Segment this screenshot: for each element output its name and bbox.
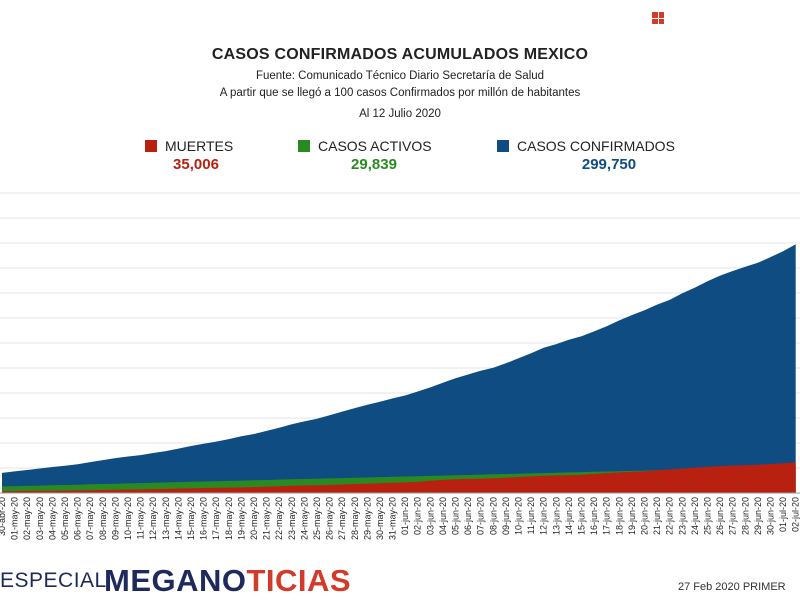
x-tick-label: 04-jun-20 — [438, 497, 448, 535]
footer-bar: ESPECIAL MEGANOTICIAS 27 Feb 2020 PRIMER — [0, 562, 800, 600]
x-tick-label: 31-may-20 — [388, 497, 398, 540]
x-tick-label: 27-may-20 — [337, 497, 347, 540]
x-tick-label: 05-jun-20 — [451, 497, 461, 535]
legend-item-casos-confirmados: CASOS CONFIRMADOS — [497, 138, 675, 154]
footer-ticker: 27 Feb 2020 PRIMER — [678, 581, 786, 593]
x-tick-label: 30-may-20 — [375, 497, 385, 540]
x-tick-label: 09-may-20 — [110, 497, 120, 540]
x-tick-label: 02-may-20 — [22, 497, 32, 540]
x-tick-label: 09-jun-20 — [501, 497, 511, 535]
x-tick-label: 06-jun-20 — [463, 497, 473, 535]
chart-header: CASOS CONFIRMADOS ACUMULADOS MEXICO Fuen… — [0, 46, 800, 120]
x-tick-label: 02-jun-20 — [413, 497, 423, 535]
x-tick-label: 02-jul-20 — [791, 497, 800, 532]
series-area-casos-confirmados — [2, 244, 796, 493]
area-chart: 30-abr-20 01-may-20 02-may-20 03-may-20 04-m… — [0, 192, 800, 540]
chart-title: CASOS CONFIRMADOS ACUMULADOS MEXICO — [211, 46, 589, 63]
chart-source: Fuente: Comunicado Técnico Diario Secret… — [255, 70, 545, 82]
x-tick-label: 30-jun-20 — [766, 497, 776, 535]
x-tick-label: 11-jun-20 — [526, 497, 536, 534]
legend-label-casos-activos: CASOS ACTIVOS — [318, 138, 432, 154]
x-tick-label: 20-may-20 — [249, 497, 259, 540]
x-tick-label: 04-may-20 — [47, 497, 57, 540]
legend-swatch-casos-activos — [298, 140, 310, 152]
x-tick-label: 25-may-20 — [312, 497, 322, 540]
x-tick-label: 12-jun-20 — [539, 497, 549, 535]
legend-value-muertes: 35,006 — [173, 156, 219, 173]
x-tick-label: 16-jun-20 — [589, 497, 599, 535]
x-tick-label: 24-jun-20 — [690, 497, 700, 535]
x-tick-label: 26-jun-20 — [715, 497, 725, 535]
x-tick-label: 20-jun-20 — [640, 497, 650, 535]
x-tick-label: 16-may-20 — [199, 497, 209, 540]
x-tick-label: 07-jun-20 — [476, 497, 486, 535]
x-tick-label: 01-jun-20 — [400, 497, 410, 535]
x-tick-label: 14-may-20 — [173, 497, 183, 540]
footer-especial-label: ESPECIAL — [0, 569, 107, 592]
x-tick-label: 29-jun-20 — [753, 497, 763, 535]
x-tick-label: 01-jul-20 — [778, 497, 788, 532]
x-tick-label: 14-jun-20 — [564, 497, 574, 535]
x-tick-label: 18-jun-20 — [614, 497, 624, 535]
x-tick-label: 28-may-20 — [350, 497, 360, 540]
legend-item-casos-activos: CASOS ACTIVOS — [298, 138, 432, 154]
x-tick-label: 17-jun-20 — [602, 497, 612, 535]
x-tick-label: 21-may-20 — [262, 497, 272, 540]
x-tick-label: 21-jun-20 — [652, 497, 662, 535]
x-tick-label: 15-jun-20 — [577, 497, 587, 535]
x-tick-label: 11-may-20 — [136, 497, 146, 539]
x-tick-label: 10-jun-20 — [514, 497, 524, 535]
x-tick-label: 13-may-20 — [161, 497, 171, 540]
x-tick-label: 26-may-20 — [325, 497, 335, 540]
x-tick-label: 05-may-20 — [60, 497, 70, 540]
x-tick-label: 08-jun-20 — [488, 497, 498, 535]
x-tick-label: 17-may-20 — [211, 497, 221, 540]
legend-value-casos-activos: 29,839 — [351, 156, 397, 173]
x-tick-label: 27-jun-20 — [728, 497, 738, 535]
x-tick-label: 18-may-20 — [224, 497, 234, 540]
legend-value-casos-confirmados: 299,750 — [581, 156, 637, 173]
legend-swatch-casos-confirmados — [497, 140, 509, 152]
legend-label-muertes: MUERTES — [165, 138, 234, 154]
x-tick-label: 29-may-20 — [362, 497, 372, 540]
x-tick-label: 08-may-20 — [98, 497, 108, 540]
x-tick-label: 06-may-20 — [73, 497, 83, 540]
legend-swatch-muertes — [145, 140, 157, 152]
x-tick-label: 22-may-20 — [274, 497, 284, 540]
x-tick-label: 07-may-20 — [85, 497, 95, 540]
x-tick-label: 01-may-20 — [10, 497, 20, 540]
series-area-muertes — [2, 462, 796, 493]
brand-logo-icon — [652, 12, 664, 24]
x-tick-label: 24-may-20 — [299, 497, 309, 540]
x-tick-label: 25-jun-20 — [703, 497, 713, 535]
legend-item-muertes: MUERTES — [145, 138, 233, 154]
footer-brand-logo: MEGANOTICIAS — [104, 563, 351, 599]
x-tick-label: 30-abr-20 — [0, 497, 7, 536]
chart-criteria: A partir que se llegó a 100 casos Confir… — [219, 87, 581, 99]
footer-brand-main: MEGANO — [104, 563, 247, 598]
x-tick-label: 19-jun-20 — [627, 497, 637, 535]
x-tick-label: 15-may-20 — [186, 497, 196, 540]
chart-date: Al 12 Julio 2020 — [359, 108, 441, 120]
x-tick-label: 23-jun-20 — [677, 497, 687, 535]
x-tick-label: 12-may-20 — [148, 497, 158, 540]
x-tick-label: 10-may-20 — [123, 497, 133, 540]
x-tick-label: 23-may-20 — [287, 497, 297, 540]
legend-label-casos-confirmados: CASOS CONFIRMADOS — [517, 138, 675, 154]
footer-brand-accent: TICIAS — [246, 563, 352, 598]
x-tick-label: 19-may-20 — [236, 497, 246, 540]
x-tick-label: 28-jun-20 — [740, 497, 750, 535]
x-tick-label: 03-may-20 — [35, 497, 45, 540]
x-tick-label: 03-jun-20 — [425, 497, 435, 535]
x-tick-label: 13-jun-20 — [551, 497, 561, 535]
x-tick-label: 22-jun-20 — [665, 497, 675, 535]
